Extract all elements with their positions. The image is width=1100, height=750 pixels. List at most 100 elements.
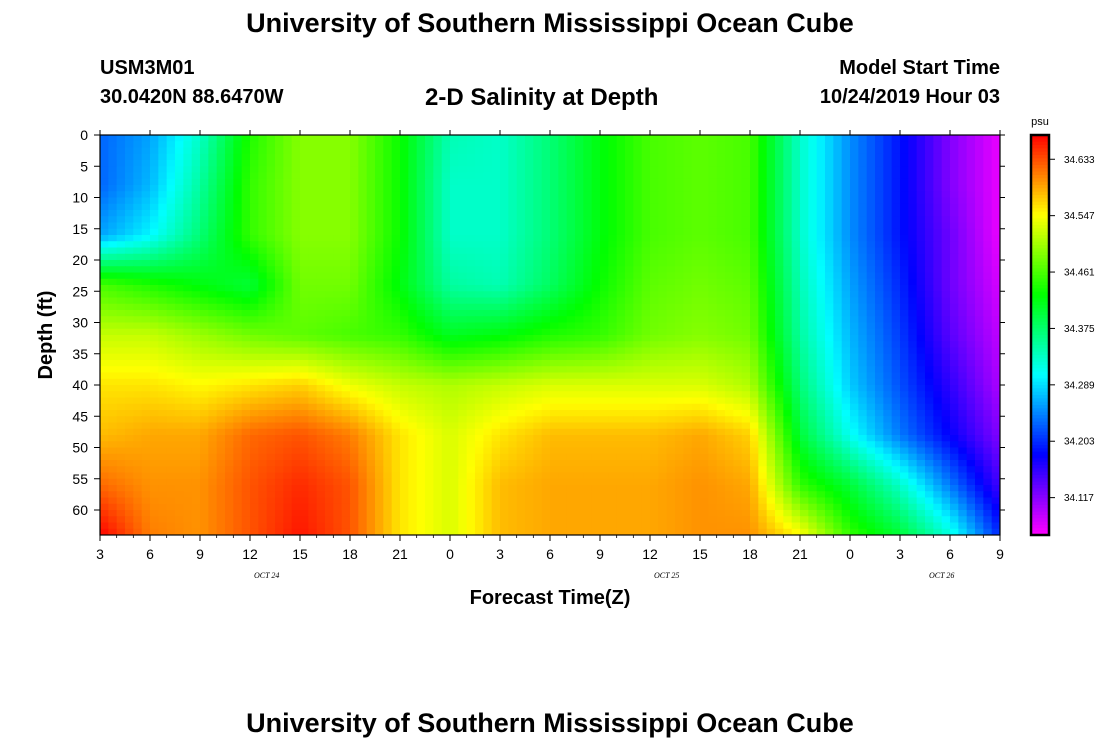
heatmap-cell (825, 391, 834, 399)
heatmap-cell (341, 266, 351, 274)
heatmap-cell (583, 228, 593, 236)
heatmap-cell (150, 422, 159, 430)
heatmap-cell (458, 291, 468, 299)
heatmap-cell (500, 397, 509, 405)
heatmap-cell (150, 203, 159, 211)
heatmap-cell (791, 247, 801, 255)
heatmap-cell (466, 253, 476, 261)
heatmap-cell (425, 366, 434, 374)
heatmap-cell (325, 416, 334, 424)
heatmap-cell (475, 285, 484, 292)
heatmap-cell (858, 197, 868, 205)
heatmap-cell (750, 303, 759, 311)
heatmap-cell (958, 222, 968, 230)
heatmap-cell (608, 297, 618, 305)
heatmap-cell (350, 291, 359, 299)
heatmap-cell (675, 353, 684, 361)
heatmap-cell (400, 216, 409, 224)
heatmap-cell (325, 391, 334, 399)
heatmap-cell (708, 316, 718, 324)
heatmap-cell (591, 260, 601, 267)
heatmap-cell (550, 285, 559, 292)
heatmap-cell (158, 328, 168, 336)
heatmap-cell (858, 416, 868, 424)
heatmap-cell (383, 253, 393, 261)
heatmap-cell (308, 372, 318, 380)
heatmap-cell (883, 141, 893, 149)
heatmap-cell (433, 253, 443, 261)
heatmap-cell (125, 422, 134, 430)
heatmap-cell (591, 385, 601, 392)
heatmap-cell (758, 235, 768, 242)
heatmap-cell (875, 253, 884, 261)
heatmap-cell (791, 160, 801, 167)
heatmap-cell (416, 210, 426, 217)
heatmap-cell (583, 385, 593, 392)
heatmap-cell (425, 403, 434, 411)
heatmap-cell (283, 266, 293, 274)
heatmap-cell (391, 316, 401, 324)
heatmap-cell (116, 235, 126, 242)
heatmap-cell (516, 310, 526, 317)
heatmap-cell (158, 203, 168, 211)
heatmap-cell (116, 153, 126, 161)
heatmap-cell (558, 266, 568, 274)
heatmap-cell (100, 178, 109, 186)
heatmap-cell (700, 172, 709, 180)
heatmap-cell (125, 178, 134, 186)
heatmap-cell (641, 260, 651, 267)
heatmap-cell (225, 335, 234, 342)
heatmap-cell (333, 335, 343, 342)
heatmap-cell (841, 410, 851, 417)
heatmap-cell (841, 391, 851, 399)
heatmap-cell (341, 197, 351, 205)
heatmap-cell (741, 316, 751, 324)
heatmap-cell (808, 347, 818, 355)
heatmap-cell (883, 266, 893, 274)
heatmap-cell (466, 185, 476, 192)
heatmap-cell (466, 316, 476, 324)
heatmap-cell (683, 135, 693, 142)
heatmap-cell (950, 141, 959, 149)
heatmap-cell (525, 341, 534, 349)
heatmap-cell (166, 253, 176, 261)
heatmap-cell (866, 341, 876, 349)
heatmap-cell (941, 385, 951, 392)
heatmap-cell (141, 228, 151, 236)
heatmap-cell (125, 397, 134, 405)
heatmap-cell (616, 166, 626, 174)
heatmap-cell (266, 278, 276, 286)
heatmap-cell (950, 197, 959, 205)
heatmap-cell (666, 397, 676, 405)
heatmap-cell (708, 178, 718, 186)
heatmap-cell (650, 322, 659, 330)
heatmap-cell (766, 266, 776, 274)
heatmap-cell (975, 322, 984, 330)
heatmap-cell (875, 153, 884, 161)
heatmap-cell (875, 385, 884, 392)
heatmap-cell (441, 303, 451, 311)
heatmap-cell (641, 347, 651, 355)
heatmap-cell (733, 391, 743, 399)
heatmap-cell (641, 291, 651, 299)
heatmap-cell (650, 285, 659, 292)
heatmap-cell (925, 347, 934, 355)
heatmap-cell (766, 310, 776, 317)
heatmap-cell (300, 416, 309, 424)
heatmap-cell (425, 291, 434, 299)
heatmap-cell (275, 266, 284, 274)
heatmap-cell (508, 328, 518, 336)
heatmap-cell (166, 178, 176, 186)
heatmap-cell (583, 235, 593, 242)
heatmap-cell (300, 235, 309, 242)
heatmap-cell (275, 353, 284, 361)
heatmap-cell (841, 241, 851, 249)
heatmap-cell (808, 210, 818, 217)
heatmap-cell (141, 297, 151, 305)
heatmap-cell (483, 191, 493, 199)
heatmap-cell (108, 322, 118, 330)
heatmap-cell (716, 285, 726, 292)
heatmap-cell (558, 360, 568, 367)
heatmap-cell (441, 410, 451, 417)
heatmap-cell (666, 166, 676, 174)
